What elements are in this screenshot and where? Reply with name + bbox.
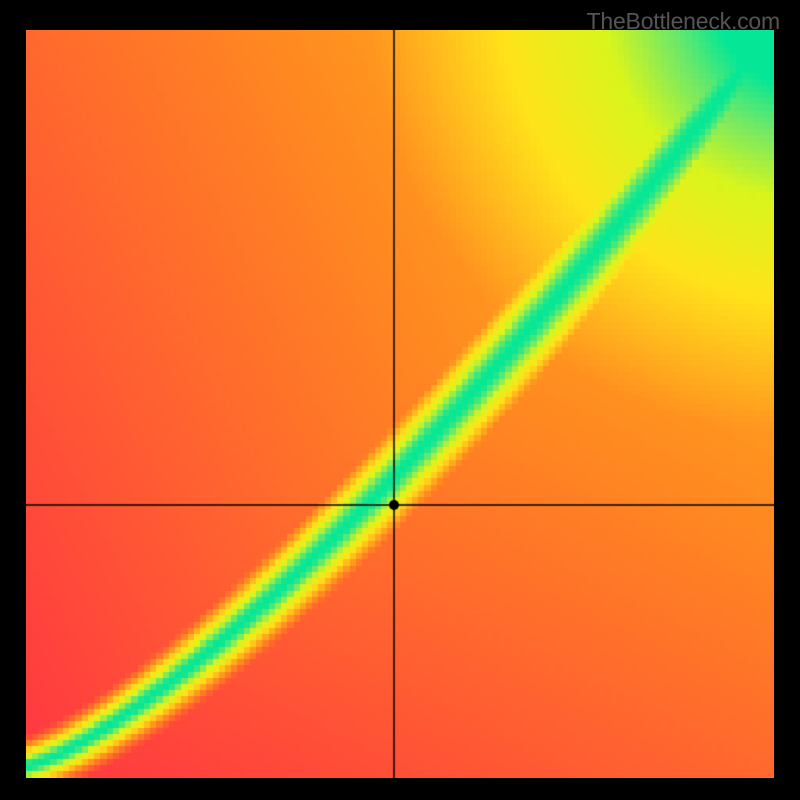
chart-container: TheBottleneck.com <box>0 0 800 800</box>
watermark-text: TheBottleneck.com <box>587 8 780 35</box>
bottleneck-heatmap <box>26 30 774 778</box>
